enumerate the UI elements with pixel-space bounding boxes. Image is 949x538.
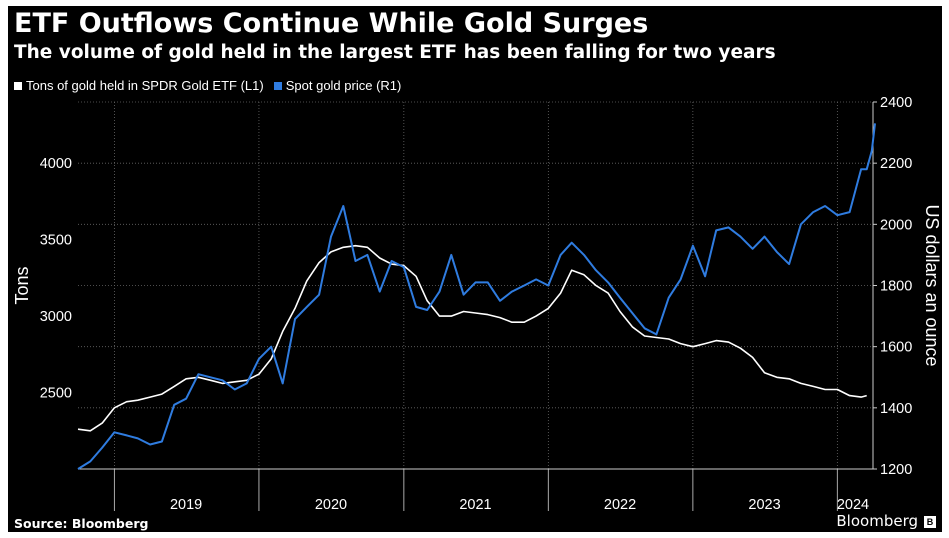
x-tick-label: 2023 [748,497,780,513]
y-left-tick-label: 3000 [40,309,72,325]
chart-title: ETF Outflows Continue While Gold Surges [14,8,649,39]
x-tick-label: 2020 [315,497,347,513]
legend-swatch-etf [14,81,22,90]
legend-swatch-spot [273,81,282,90]
y-right-tick-label: 2000 [880,217,912,233]
y-left-tick-label: 2500 [40,386,72,402]
y-left-axis-label: Tons [12,266,32,304]
x-tick-label: 2019 [170,497,202,513]
chart-frame: ETF Outflows Continue While Gold Surges … [8,6,942,532]
x-tick-label: 2024 [837,497,869,513]
y-left-tick-label: 3500 [40,233,72,249]
x-tick-label: 2022 [604,497,636,513]
y-right-tick-label: 1200 [880,462,912,478]
x-tick-label: 2021 [459,497,491,513]
chart-plot: 1200 1400 1600 1800 2000 2200 2400 2500 3000 3500… [12,95,942,513]
legend-item-etf: Tons of gold held in SPDR Gold ETF (L1) [14,78,264,93]
legend-item-spot: Spot gold price (R1) [273,78,402,93]
y-left-tick-label: 4000 [40,156,72,172]
legend: Tons of gold held in SPDR Gold ETF (L1) … [14,78,411,93]
y-right-tick-label: 2200 [880,156,912,172]
legend-label-spot: Spot gold price (R1) [285,78,402,93]
series-line-spot-gold [77,123,876,470]
y-right-axis-label: US dollars an ounce [922,204,942,366]
chart-subtitle: The volume of gold held in the largest E… [14,42,776,63]
legend-label-etf: Tons of gold held in SPDR Gold ETF (L1) [26,78,264,93]
y-right-tick-label: 1800 [880,279,912,295]
series-line-etf-tons [77,244,867,432]
bloomberg-icon: B [924,516,936,528]
y-right-tick-label: 2400 [880,95,912,111]
y-right-tick-label: 1400 [880,401,912,417]
brand-logo: Bloomberg [836,512,918,530]
source-note: Source: Bloomberg [14,516,149,531]
y-right-tick-label: 1600 [880,340,912,356]
